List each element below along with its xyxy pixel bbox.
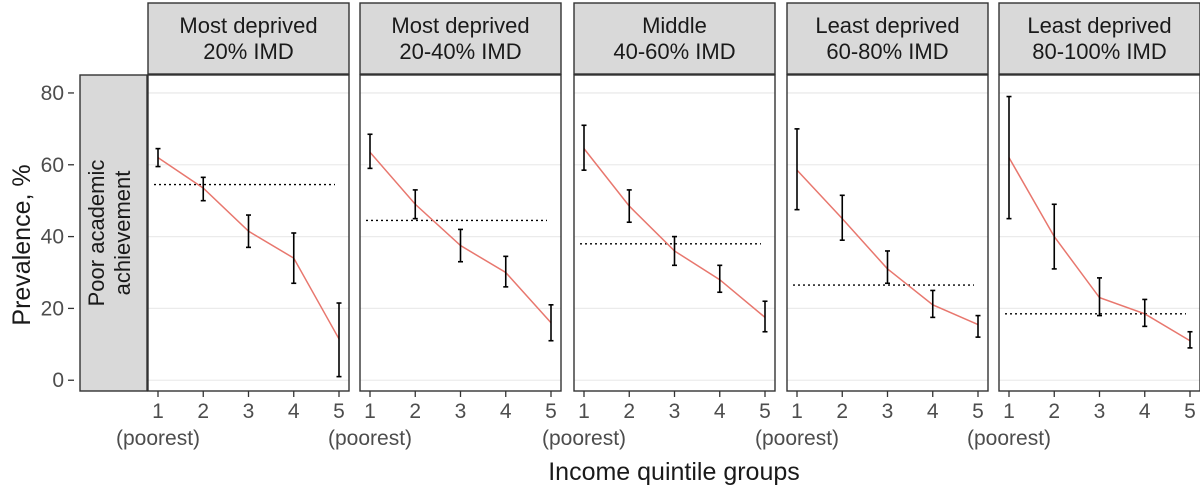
x-tick-sublabel: (poorest) <box>542 427 626 450</box>
x-tick-label: 1 <box>1003 400 1015 423</box>
x-tick-label: 2 <box>1048 400 1060 423</box>
x-tick-label: 1 <box>364 400 376 423</box>
x-tick-label: 5 <box>972 400 984 423</box>
x-tick-label: 4 <box>288 400 300 423</box>
panel-strip <box>786 2 989 75</box>
panel-strip-label: Least deprived <box>815 13 959 38</box>
panel-strip-label: Most deprived <box>391 13 529 38</box>
x-tick-sublabel: (poorest) <box>116 427 200 450</box>
panel-strip <box>359 2 562 75</box>
x-axis-title: Income quintile groups <box>548 458 800 486</box>
x-tick-sublabel: (poorest) <box>328 427 412 450</box>
x-tick-label: 3 <box>243 400 255 423</box>
row-strip-label-line-1: Poor academic <box>84 160 109 307</box>
x-tick-label: 5 <box>545 400 557 423</box>
panel-strip-label: Middle <box>642 13 707 38</box>
panel-strip-label: 80-100% IMD <box>1032 39 1167 64</box>
x-tick-label: 5 <box>333 400 345 423</box>
x-tick-label: 3 <box>455 400 467 423</box>
x-tick-label: 4 <box>500 400 512 423</box>
x-tick-sublabel: (poorest) <box>967 427 1051 450</box>
x-tick-label: 3 <box>882 400 894 423</box>
x-tick-label: 2 <box>409 400 421 423</box>
y-tick-label: 80 <box>41 82 64 105</box>
panel-background <box>999 75 1200 391</box>
x-tick-label: 2 <box>623 400 635 423</box>
x-tick-label: 1 <box>152 400 164 423</box>
panel-strip <box>998 2 1200 75</box>
y-tick-label: 60 <box>41 154 64 177</box>
y-tick-label: 0 <box>52 369 64 392</box>
x-tick-label: 1 <box>791 400 803 423</box>
row-strip-label-line-2: achievement <box>110 171 135 296</box>
x-tick-label: 2 <box>197 400 209 423</box>
panel-strip-label: 20-40% IMD <box>399 39 521 64</box>
x-tick-label: 3 <box>1094 400 1106 423</box>
x-tick-label: 4 <box>1139 400 1151 423</box>
x-tick-label: 4 <box>927 400 939 423</box>
panel-strip-label: Least deprived <box>1027 13 1171 38</box>
y-axis-title: Prevalence, % <box>8 164 36 325</box>
y-tick-label: 20 <box>41 297 64 320</box>
x-tick-label: 5 <box>1184 400 1196 423</box>
x-tick-label: 4 <box>714 400 726 423</box>
panel-strip-label: Most deprived <box>179 13 317 38</box>
panel-strip-label: 60-80% IMD <box>826 39 948 64</box>
row-strip-background <box>79 74 148 392</box>
panel-strip <box>573 2 776 75</box>
panel-background <box>787 75 988 391</box>
y-tick-label: 40 <box>41 226 64 249</box>
panel-strip <box>147 2 350 75</box>
x-tick-label: 1 <box>578 400 590 423</box>
x-tick-sublabel: (poorest) <box>755 427 839 450</box>
y-axis: 0 20 40 60 80 <box>41 82 74 392</box>
row-strip: Poor academic achievement <box>79 74 148 392</box>
x-tick-label: 5 <box>759 400 771 423</box>
x-tick-label: 3 <box>669 400 681 423</box>
x-tick-label: 2 <box>836 400 848 423</box>
panel-background <box>574 75 775 391</box>
panel-strip-label: 40-60% IMD <box>613 39 735 64</box>
panel-strip-label: 20% IMD <box>203 39 293 64</box>
